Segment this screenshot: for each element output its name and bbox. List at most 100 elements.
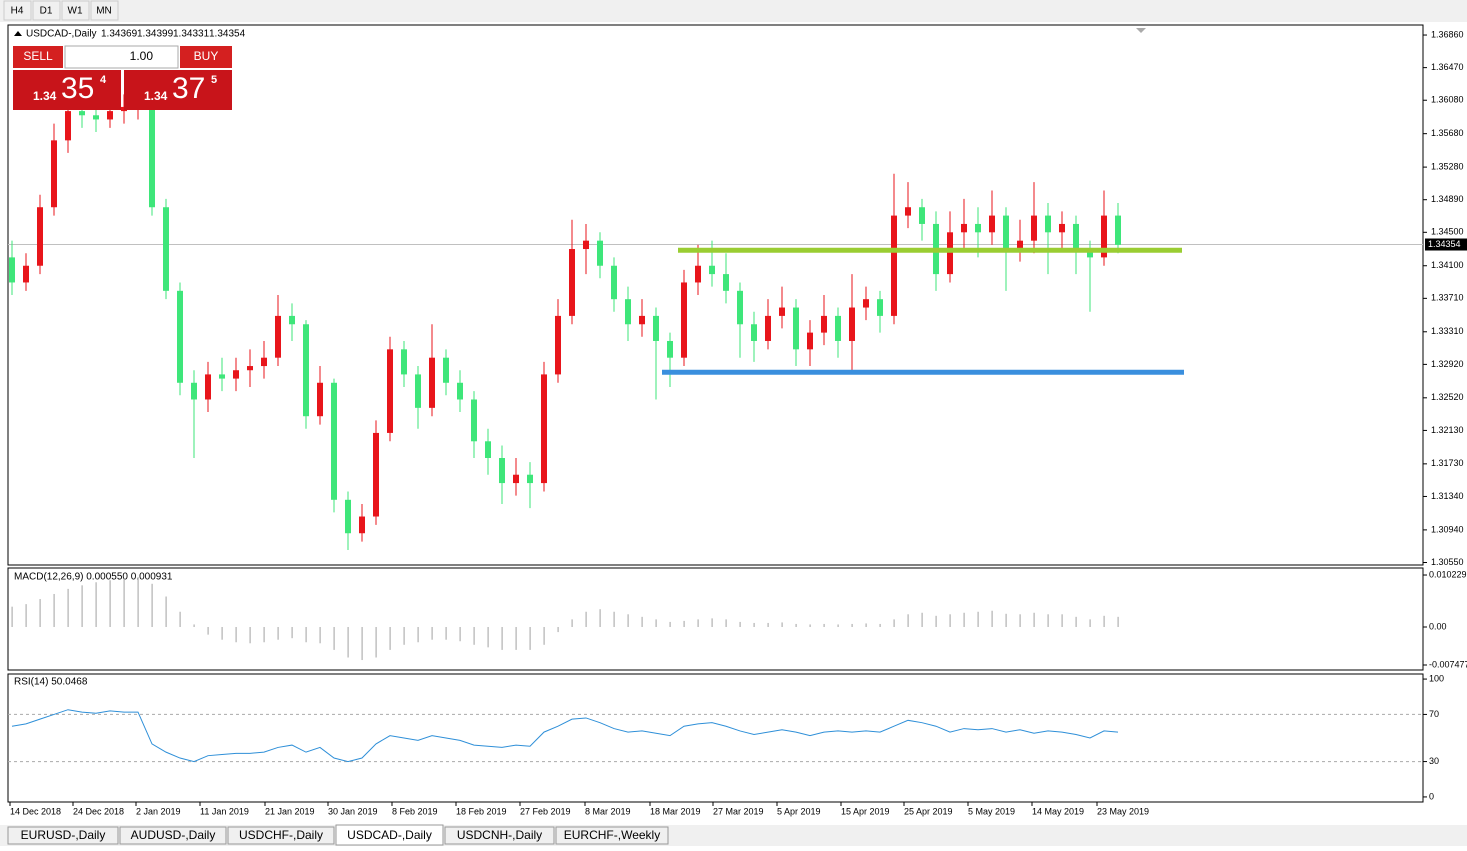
candle-body <box>387 349 393 433</box>
x-tick-label: 5 Apr 2019 <box>777 806 821 816</box>
macd-bar <box>529 627 531 650</box>
x-tick-label: 8 Mar 2019 <box>585 806 631 816</box>
macd-frame <box>7 567 1424 671</box>
macd-bar <box>403 627 405 645</box>
candle-body <box>1003 215 1009 250</box>
y-tick-label: 1.36860 <box>1431 29 1464 39</box>
candle-body <box>177 290 183 383</box>
candle-body <box>1073 223 1079 250</box>
macd-bar <box>991 610 993 628</box>
y-tick-label: 1.32130 <box>1431 425 1464 435</box>
timeframe-label[interactable]: H4 <box>11 6 24 17</box>
macd-bar <box>179 611 181 628</box>
candle-body <box>233 370 239 379</box>
x-tick-label: 18 Mar 2019 <box>650 806 701 816</box>
price-box[interactable] <box>13 70 121 110</box>
tab-label[interactable]: EURCHF-,Weekly <box>564 828 660 842</box>
collapse-icon[interactable] <box>14 31 22 36</box>
tab-label[interactable]: USDCNH-,Daily <box>457 828 542 842</box>
candle-body <box>471 399 477 442</box>
price-sup: 4 <box>100 74 107 86</box>
macd-title: MACD(12,26,9) 0.000550 0.000931 <box>14 572 173 583</box>
x-tick-label: 24 Dec 2018 <box>73 806 124 816</box>
x-tick-label: 27 Feb 2019 <box>520 806 571 816</box>
tab-label[interactable]: AUDUSD-,Daily <box>131 828 216 842</box>
macd-bar <box>81 585 83 628</box>
candle-body <box>779 307 785 316</box>
macd-bar <box>53 593 55 628</box>
tab[interactable] <box>227 826 335 845</box>
buy-label[interactable]: BUY <box>194 49 219 63</box>
x-tick-label: 5 May 2019 <box>968 806 1015 816</box>
macd-bar <box>165 596 167 628</box>
timeframe-label[interactable]: D1 <box>40 6 53 17</box>
rsi-title: RSI(14) 50.0468 <box>14 677 88 688</box>
candle-body <box>191 382 197 400</box>
candle-body <box>891 215 897 316</box>
macd-bar <box>1103 615 1105 628</box>
candle-body <box>23 265 29 283</box>
timeframe-button[interactable] <box>61 0 90 21</box>
macd-bar <box>865 623 867 628</box>
candle-body <box>541 374 547 484</box>
buy-button[interactable] <box>180 46 232 68</box>
lot-box[interactable] <box>64 45 179 69</box>
candle-body <box>219 374 225 379</box>
candle-body <box>905 207 911 216</box>
tab[interactable] <box>444 826 555 845</box>
macd-bar <box>543 627 545 645</box>
macd-bar <box>893 619 895 628</box>
tab[interactable] <box>555 826 669 845</box>
candle-body <box>863 299 869 308</box>
macd-bar <box>809 624 811 628</box>
macd-bar <box>375 627 377 658</box>
macd-bar <box>683 620 685 628</box>
candle-body <box>597 240 603 266</box>
candle-body <box>1045 215 1051 233</box>
macd-bar <box>753 622 755 628</box>
candle-body <box>751 324 757 341</box>
y-tick-label: 1.33710 <box>1431 293 1464 303</box>
macd-bar <box>599 609 601 628</box>
y-tick-label: 1.31730 <box>1431 458 1464 468</box>
sell-label[interactable]: SELL <box>23 49 53 63</box>
candle-body <box>1115 215 1121 245</box>
price-prefix: 1.34 <box>33 89 57 103</box>
timeframe-button[interactable] <box>32 0 61 21</box>
macd-bar <box>501 627 503 650</box>
macd-bar <box>823 623 825 628</box>
macd-bar <box>347 627 349 658</box>
macd-bar <box>767 622 769 628</box>
timeframe-button[interactable] <box>90 0 119 21</box>
macd-bar <box>417 627 419 643</box>
lot-value[interactable]: 1.00 <box>130 49 154 63</box>
candle-body <box>51 140 57 208</box>
candle-body <box>555 315 561 375</box>
price-sup: 5 <box>211 74 217 86</box>
candle-body <box>765 315 771 341</box>
price-box[interactable] <box>124 70 232 110</box>
timeframe-button[interactable] <box>3 0 32 21</box>
macd-bar <box>879 623 881 628</box>
tab-label[interactable]: USDCAD-,Daily <box>347 828 432 842</box>
macd-bar <box>613 611 615 628</box>
macd-bar <box>1117 616 1119 628</box>
macd-bar <box>1005 613 1007 628</box>
tab-label[interactable]: EURUSD-,Daily <box>21 828 106 842</box>
sell-button[interactable] <box>13 46 63 68</box>
candle-body <box>653 315 659 341</box>
tab[interactable] <box>7 826 119 845</box>
tab-label[interactable]: USDCHF-,Daily <box>239 828 323 842</box>
tab[interactable] <box>335 824 444 846</box>
macd-bar <box>1075 616 1077 628</box>
x-tick-label: 21 Jan 2019 <box>265 806 315 816</box>
macd-bar <box>487 627 489 648</box>
candle-body <box>877 299 883 316</box>
macd-bar <box>473 627 475 645</box>
timeframe-label[interactable]: W1 <box>68 6 83 17</box>
y-tick-label: 1.30940 <box>1431 524 1464 534</box>
candle-body <box>1087 249 1093 258</box>
tab[interactable] <box>119 826 227 845</box>
x-tick-label: 18 Feb 2019 <box>456 806 507 816</box>
timeframe-label[interactable]: MN <box>96 6 112 17</box>
